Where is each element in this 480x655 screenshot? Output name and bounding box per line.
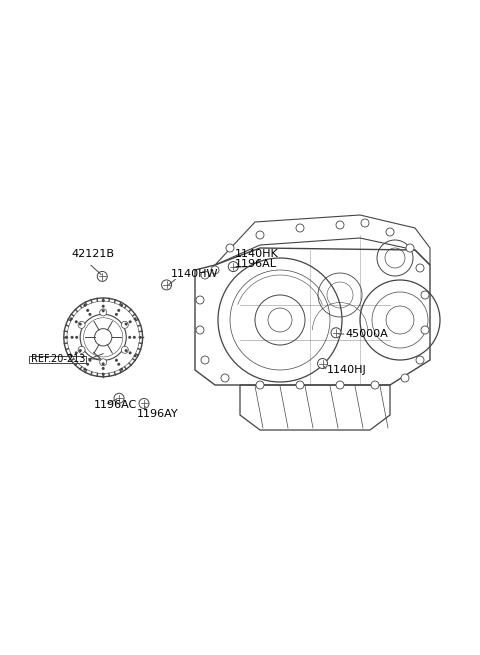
Text: 1140HJ: 1140HJ <box>326 365 366 375</box>
Circle shape <box>117 363 120 365</box>
Circle shape <box>406 244 414 252</box>
Circle shape <box>318 358 327 369</box>
Circle shape <box>102 305 105 308</box>
Circle shape <box>120 367 123 371</box>
Circle shape <box>86 309 89 312</box>
Circle shape <box>139 398 149 409</box>
Circle shape <box>331 328 341 338</box>
Circle shape <box>79 322 82 326</box>
Circle shape <box>401 374 409 382</box>
Circle shape <box>100 359 107 365</box>
Circle shape <box>78 346 85 353</box>
Circle shape <box>70 318 73 320</box>
Circle shape <box>129 320 132 324</box>
Circle shape <box>125 349 128 352</box>
Circle shape <box>228 261 238 272</box>
Circle shape <box>102 367 105 370</box>
Circle shape <box>115 359 118 362</box>
Circle shape <box>102 309 105 312</box>
Circle shape <box>70 354 73 357</box>
Circle shape <box>139 336 142 339</box>
Circle shape <box>196 326 204 334</box>
Circle shape <box>416 356 424 364</box>
Circle shape <box>102 299 105 302</box>
Circle shape <box>361 219 369 227</box>
Circle shape <box>386 228 394 236</box>
Circle shape <box>100 309 107 316</box>
Circle shape <box>88 359 92 362</box>
Circle shape <box>371 381 379 389</box>
Circle shape <box>75 320 78 324</box>
Circle shape <box>336 221 344 229</box>
Circle shape <box>115 313 118 316</box>
Circle shape <box>336 381 344 389</box>
Circle shape <box>114 393 124 403</box>
Circle shape <box>201 271 209 279</box>
Circle shape <box>128 336 131 339</box>
Circle shape <box>79 349 82 352</box>
Circle shape <box>102 373 105 376</box>
Circle shape <box>86 363 89 365</box>
Text: 1196AY: 1196AY <box>137 409 179 419</box>
Circle shape <box>133 318 137 320</box>
Circle shape <box>296 381 304 389</box>
Circle shape <box>201 356 209 364</box>
Circle shape <box>416 264 424 272</box>
Circle shape <box>133 336 136 339</box>
Circle shape <box>196 296 204 304</box>
Circle shape <box>71 336 73 339</box>
Circle shape <box>129 351 132 354</box>
Circle shape <box>421 326 429 334</box>
Circle shape <box>226 244 234 252</box>
Circle shape <box>97 271 107 282</box>
Circle shape <box>121 346 128 353</box>
Circle shape <box>78 322 85 328</box>
Circle shape <box>88 313 92 316</box>
Circle shape <box>117 309 120 312</box>
Circle shape <box>75 351 78 354</box>
Circle shape <box>83 367 86 371</box>
Circle shape <box>162 280 171 290</box>
Circle shape <box>102 362 105 365</box>
Circle shape <box>121 322 128 328</box>
Text: 1140HW: 1140HW <box>170 269 218 279</box>
Text: 1196AL: 1196AL <box>235 259 277 269</box>
Circle shape <box>211 266 219 274</box>
Text: REF.20-213: REF.20-213 <box>31 354 85 364</box>
Circle shape <box>83 304 86 307</box>
Circle shape <box>65 336 68 339</box>
Text: 42121B: 42121B <box>71 249 114 259</box>
Text: 45000A: 45000A <box>346 329 388 339</box>
Circle shape <box>221 374 229 382</box>
Circle shape <box>421 291 429 299</box>
Circle shape <box>120 304 123 307</box>
Circle shape <box>125 322 128 326</box>
Circle shape <box>75 336 78 339</box>
Circle shape <box>133 354 137 357</box>
Circle shape <box>256 231 264 239</box>
Circle shape <box>296 224 304 232</box>
Text: 1140HK: 1140HK <box>235 249 279 259</box>
Text: 1196AC: 1196AC <box>94 400 137 410</box>
Circle shape <box>256 381 264 389</box>
